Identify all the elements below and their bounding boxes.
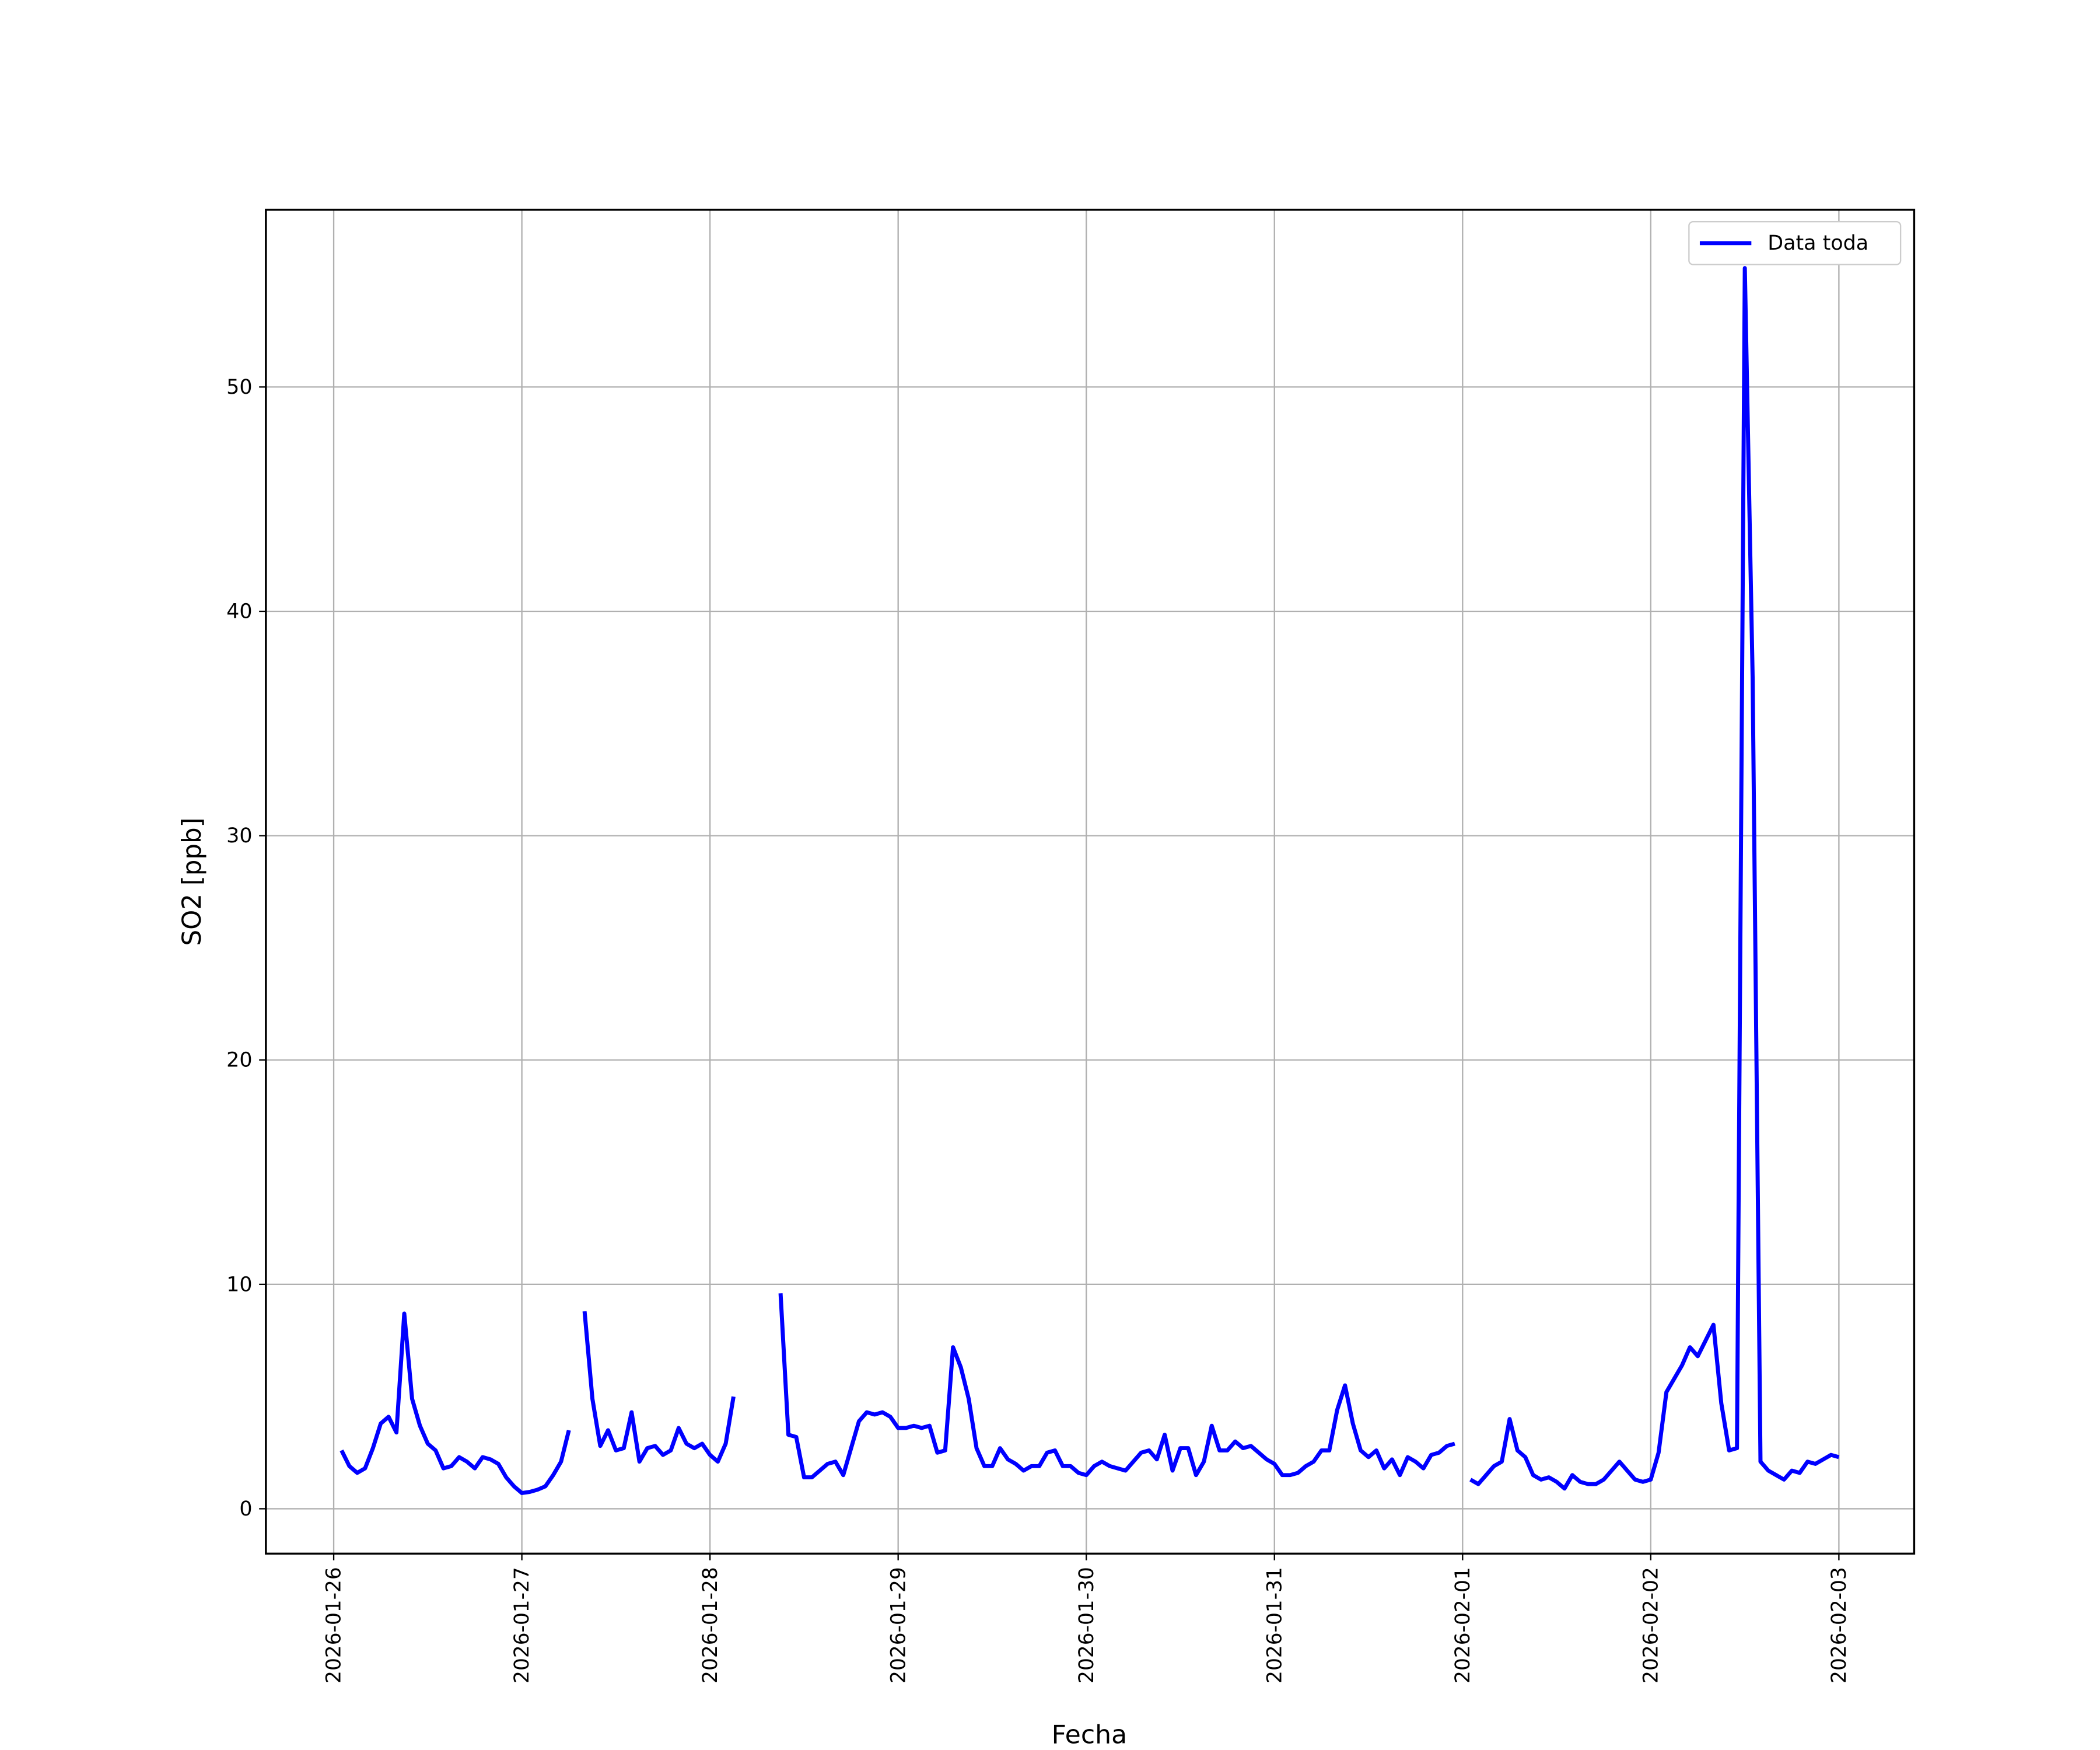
- x-tick-label: 2026-01-27: [510, 1567, 534, 1684]
- y-tick-label: 0: [239, 1497, 252, 1521]
- x-axis-label: Fecha: [1052, 1720, 1128, 1750]
- x-tick-label: 2026-01-31: [1263, 1567, 1286, 1684]
- x-tick-label: 2026-02-03: [1828, 1567, 1851, 1684]
- x-tick-label: 2026-01-26: [322, 1567, 345, 1684]
- legend-label: Data toda: [1768, 232, 1868, 255]
- x-tick-label: 2026-01-28: [699, 1567, 722, 1684]
- y-tick-label: 10: [226, 1273, 252, 1297]
- y-tick-label: 20: [226, 1049, 252, 1072]
- x-tick-label: 2026-01-29: [887, 1567, 910, 1684]
- y-axis-label: SO2 [ppb]: [177, 817, 207, 946]
- legend-box: [1688, 221, 1902, 265]
- y-tick-label: 50: [226, 376, 252, 399]
- y-tick-label: 30: [226, 824, 252, 848]
- x-tick-label: 2026-02-01: [1451, 1567, 1475, 1684]
- plot-frame: [265, 208, 1916, 1555]
- x-tick-label: 2026-02-02: [1639, 1567, 1662, 1684]
- y-tick-label: 40: [226, 600, 252, 624]
- x-tick-label: 2026-01-30: [1075, 1567, 1098, 1684]
- data-line: [340, 266, 1840, 1495]
